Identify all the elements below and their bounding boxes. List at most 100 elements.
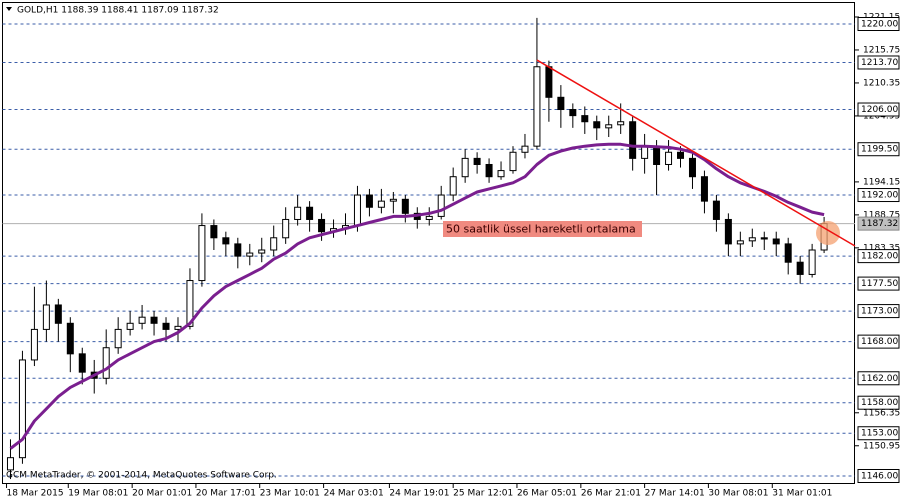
x-tick-label: 24 Mar 19:01 bbox=[389, 489, 449, 499]
x-tick-label: 30 Mar 08:01 bbox=[708, 489, 768, 499]
candle-body bbox=[353, 194, 361, 227]
candle-body bbox=[461, 157, 469, 178]
level-label-box bbox=[857, 395, 900, 410]
level-label: 1153.00 bbox=[861, 429, 898, 439]
candle-body bbox=[162, 322, 170, 330]
candle-body bbox=[581, 115, 589, 123]
level-label-box bbox=[857, 276, 900, 291]
candle-body bbox=[784, 243, 792, 263]
candle-body bbox=[42, 304, 50, 330]
x-tick-label: 25 Mar 12:01 bbox=[453, 489, 513, 499]
level-label: 1220.00 bbox=[861, 20, 898, 30]
candle-body bbox=[222, 237, 230, 245]
candle-body bbox=[533, 66, 541, 147]
candle-body bbox=[174, 325, 182, 330]
candle-body bbox=[425, 215, 433, 220]
candle-body bbox=[66, 322, 74, 355]
x-tick-label: 19 Mar 08:01 bbox=[68, 489, 128, 499]
candle-body bbox=[365, 194, 373, 208]
trendline bbox=[536, 59, 856, 247]
level-label-box bbox=[857, 102, 900, 117]
candle-body bbox=[808, 249, 816, 275]
candle-body bbox=[437, 194, 445, 217]
candle-body bbox=[569, 109, 577, 117]
x-tick-label: 24 Mar 03:01 bbox=[324, 489, 384, 499]
candle-body bbox=[593, 121, 601, 129]
candle-body bbox=[270, 237, 278, 251]
x-tick-label: 27 Mar 14:01 bbox=[645, 489, 705, 499]
candle-body bbox=[186, 280, 194, 327]
candle-body bbox=[138, 316, 146, 324]
candle-body bbox=[318, 218, 326, 233]
candle-body bbox=[294, 206, 302, 220]
x-tick-label: 20 Mar 01:01 bbox=[132, 489, 192, 499]
level-label: 1206.00 bbox=[861, 105, 898, 115]
y-tick-label: 1188.75 bbox=[863, 210, 900, 220]
candle-body bbox=[736, 240, 744, 245]
candle-body bbox=[102, 347, 110, 379]
candle-body bbox=[377, 200, 385, 208]
level-label-box bbox=[857, 304, 900, 319]
level-label: 1182.00 bbox=[861, 252, 898, 262]
candle-body bbox=[210, 225, 218, 239]
candle-body bbox=[724, 218, 732, 245]
level-label: 1177.50 bbox=[861, 279, 898, 289]
candle-body bbox=[78, 353, 86, 373]
candle-body bbox=[497, 170, 505, 178]
level-label-box bbox=[857, 55, 900, 70]
annotation-box bbox=[443, 221, 642, 237]
x-tick-label: 26 Mar 21:01 bbox=[581, 489, 641, 499]
level-label: 1173.00 bbox=[861, 307, 898, 317]
candle-body bbox=[629, 121, 637, 159]
candle-body bbox=[234, 243, 242, 257]
candle-body bbox=[401, 198, 409, 214]
level-label: 1168.00 bbox=[861, 337, 898, 347]
level-label-box bbox=[857, 426, 900, 441]
candle-body bbox=[748, 237, 756, 242]
y-tick-label: 1150.95 bbox=[863, 441, 900, 451]
candle-body bbox=[389, 198, 397, 202]
level-label-box bbox=[857, 188, 900, 203]
candle-body bbox=[521, 145, 529, 153]
candle-body bbox=[712, 200, 720, 220]
candle-body bbox=[677, 151, 685, 159]
y-tick-label: 1215.75 bbox=[863, 45, 900, 55]
x-tick-label: 18 Mar 2015 bbox=[7, 489, 64, 499]
y-tick-label: 1183.35 bbox=[863, 243, 900, 253]
candle-body bbox=[617, 121, 625, 126]
candle-body bbox=[126, 322, 134, 330]
candle-body bbox=[282, 218, 290, 239]
level-label: 1158.00 bbox=[861, 398, 898, 408]
y-tick-label: 1156.35 bbox=[863, 408, 900, 418]
candle-body bbox=[485, 163, 493, 178]
level-label: 1213.70 bbox=[861, 58, 898, 68]
candle-body bbox=[760, 237, 768, 240]
candle-body bbox=[6, 457, 14, 471]
x-tick-label: 31 Mar 01:01 bbox=[772, 489, 832, 499]
y-tick-label: 1194.15 bbox=[863, 177, 900, 187]
candle-body bbox=[306, 206, 314, 220]
annotation: 50 saatlik üssel hareketli ortalama bbox=[446, 223, 636, 236]
candle-body bbox=[150, 316, 158, 324]
level-label: 1146.00 bbox=[861, 471, 898, 481]
copyright: GCM MetaTrader, © 2001-2014, MetaQuotes … bbox=[6, 471, 277, 481]
candle-body bbox=[198, 225, 206, 282]
level-label-box bbox=[857, 249, 900, 264]
candle-body bbox=[473, 157, 481, 165]
candle-body bbox=[605, 124, 613, 129]
candle-body bbox=[54, 304, 62, 324]
x-tick-label: 26 Mar 05:01 bbox=[517, 489, 577, 499]
level-label: 1199.50 bbox=[861, 145, 898, 155]
candle-body bbox=[557, 96, 565, 111]
level-label-box bbox=[857, 371, 900, 386]
candle-body bbox=[449, 176, 457, 196]
dropdown-icon bbox=[6, 7, 12, 11]
candle-body bbox=[688, 157, 696, 178]
x-tick-label: 20 Mar 17:01 bbox=[196, 489, 256, 499]
level-label-box bbox=[857, 334, 900, 349]
level-label: 1192.00 bbox=[861, 191, 898, 201]
level-label-box bbox=[857, 142, 900, 157]
candle-body bbox=[30, 328, 38, 361]
